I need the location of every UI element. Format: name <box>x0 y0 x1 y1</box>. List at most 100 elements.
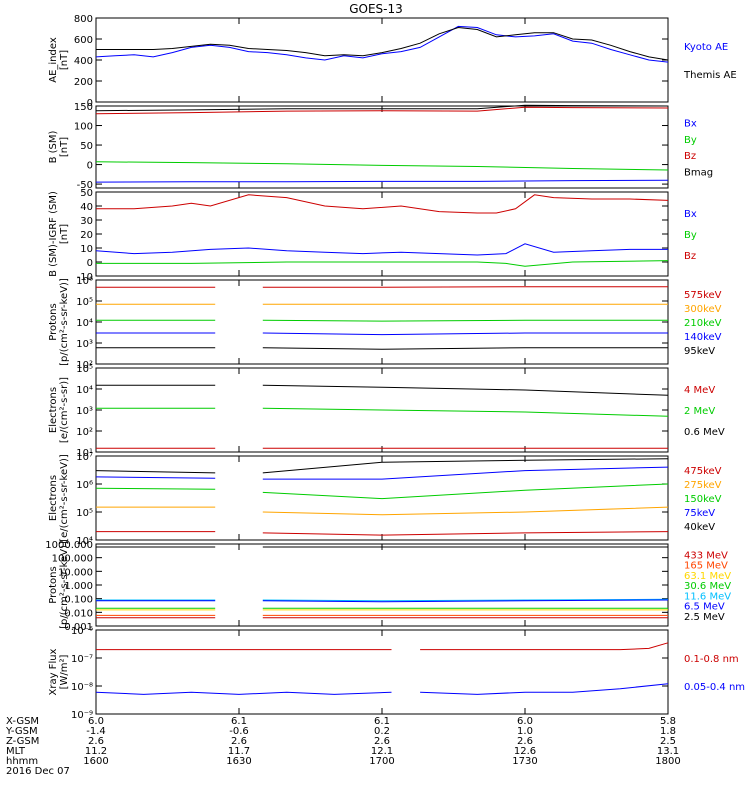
y-tick-label: 10⁻⁹ <box>71 710 93 721</box>
legend-entry: Bz <box>684 151 696 162</box>
series-line-0-6-mev <box>96 384 669 396</box>
y-tick-label: 10² <box>76 427 93 438</box>
y-tick-label: 600 <box>74 35 93 46</box>
y-axis-label: [nT] <box>59 224 70 244</box>
legend-entry: 63.1 MeV <box>684 571 731 582</box>
legend-entry: Bz <box>684 251 696 262</box>
y-axis-label: Electrons <box>48 475 59 521</box>
ephemeris-value: 1800 <box>655 756 680 767</box>
series-line-475kev <box>96 531 669 536</box>
series-line-by <box>96 260 669 267</box>
y-tick-label: 10⁴ <box>76 536 93 547</box>
ephemeris-value: 1600 <box>83 756 108 767</box>
series-line-by <box>95 161 669 171</box>
ephemeris-value: 12.6 <box>514 746 536 757</box>
y-axis-label: Protons <box>48 566 59 603</box>
series-line-75kev <box>95 466 669 480</box>
y-tick-label: 10⁵ <box>76 364 93 375</box>
series-line-150kev <box>95 483 669 500</box>
legend-entry: 2 MeV <box>684 406 715 417</box>
legend-entry: Kyoto AE <box>684 42 728 53</box>
ephemeris-row-label: X-GSM <box>6 716 39 727</box>
legend-entry: 140keV <box>684 332 722 343</box>
y-tick-label: 30 <box>80 216 93 227</box>
y-tick-label: 10³ <box>76 339 93 350</box>
y-tick-label: 50 <box>80 188 93 199</box>
y-tick-label: -10 <box>77 272 93 283</box>
y-tick-label: 10⁶ <box>76 276 93 287</box>
y-tick-label: 100.000 <box>52 554 93 565</box>
ephemeris-value: 1630 <box>226 756 251 767</box>
series-line-bmag <box>95 104 669 112</box>
ephemeris-value: 1700 <box>369 756 394 767</box>
series-line-2-mev <box>96 407 669 417</box>
y-tick-label: 10³ <box>76 406 93 417</box>
ephemeris-value: 1.8 <box>660 726 676 737</box>
y-tick-label: 150 <box>74 102 93 113</box>
series-line-40kev <box>95 458 669 474</box>
ephemeris-value: 5.8 <box>660 716 676 727</box>
series-line-0-05-0-4-nm <box>95 683 669 695</box>
panel-frame <box>95 105 669 189</box>
y-tick-label: 10⁴ <box>76 318 93 329</box>
y-axis-label: B (SM) <box>48 130 59 163</box>
legend-entry: 4 MeV <box>684 385 715 396</box>
panel-frame <box>95 455 669 541</box>
y-axis-label: [p/(cm²-s-sr-keV)] <box>59 541 70 629</box>
ephemeris-value: 6.1 <box>374 716 390 727</box>
series-line-0-1-0-8-nm <box>96 642 669 651</box>
series-line-bx <box>95 243 668 256</box>
legend-entry: 95keV <box>684 346 715 357</box>
legend-entry: 6.5 MeV <box>684 602 725 613</box>
y-axis-label: [e/(cm²-s-sr)] <box>59 377 70 443</box>
legend-entry: Bx <box>684 209 697 220</box>
series-line-275kev <box>96 506 669 516</box>
y-tick-label: 10 <box>80 244 93 255</box>
y-tick-label: -50 <box>77 180 93 191</box>
ephemeris-value: 2.6 <box>88 736 104 747</box>
y-axis-label: [e/(cm²-s-sr-keV)] <box>59 454 70 542</box>
series-line-kyoto-ae <box>95 25 669 63</box>
ephemeris-value: -1.4 <box>86 726 106 737</box>
series-line-11-6-mev <box>96 598 669 602</box>
ephemeris-value: 1.0 <box>517 726 533 737</box>
plot-title: GOES-13 <box>349 2 403 16</box>
y-axis-label: AE_index <box>48 37 59 83</box>
ephemeris-row-label: Y-GSM <box>5 726 38 737</box>
panel-frame <box>95 17 669 103</box>
legend-entry: 75keV <box>684 508 715 519</box>
legend-entry: 300keV <box>684 304 722 315</box>
y-tick-label: 1000.000 <box>45 540 93 551</box>
y-axis-label: Protons <box>48 303 59 340</box>
legend-entry: 433 MeV <box>684 550 728 561</box>
series-line-6-5-mev <box>96 599 669 603</box>
legend-entry: 40keV <box>684 522 715 533</box>
ephemeris-value: 0.2 <box>374 726 390 737</box>
panel-frame <box>95 543 669 627</box>
legend-entry: Themis AE <box>683 70 737 81</box>
ephemeris-value: 6.1 <box>231 716 247 727</box>
ephemeris-value: 11.2 <box>85 746 107 757</box>
series-line-themis-ae <box>96 26 669 61</box>
ephemeris-value: 12.1 <box>371 746 393 757</box>
y-axis-label: [nT] <box>59 50 70 70</box>
legend-entry: Bmag <box>684 168 713 179</box>
y-tick-label: 50 <box>80 141 93 152</box>
y-tick-label: 400 <box>74 56 93 67</box>
series-line-210kev <box>96 319 668 322</box>
y-tick-label: 10⁴ <box>76 385 93 396</box>
ephemeris-value: 2.6 <box>374 736 390 747</box>
y-tick-label: 10⁷ <box>76 452 93 463</box>
ephemeris-row-label: 2016 Dec 07 <box>6 766 70 777</box>
ephemeris-value: 2.5 <box>660 736 676 747</box>
legend-entry: 275keV <box>684 480 722 491</box>
y-tick-label: 10¹ <box>76 448 93 459</box>
y-tick-label: 0.100 <box>64 595 93 606</box>
y-axis-label: [p/(cm²-s-sr-keV)] <box>59 278 70 366</box>
y-tick-label: 0 <box>87 98 93 109</box>
y-tick-label: 1.000 <box>64 581 93 592</box>
ephemeris-value: 6.0 <box>88 716 104 727</box>
y-tick-label: 20 <box>80 230 93 241</box>
ephemeris-value: 11.7 <box>228 746 250 757</box>
